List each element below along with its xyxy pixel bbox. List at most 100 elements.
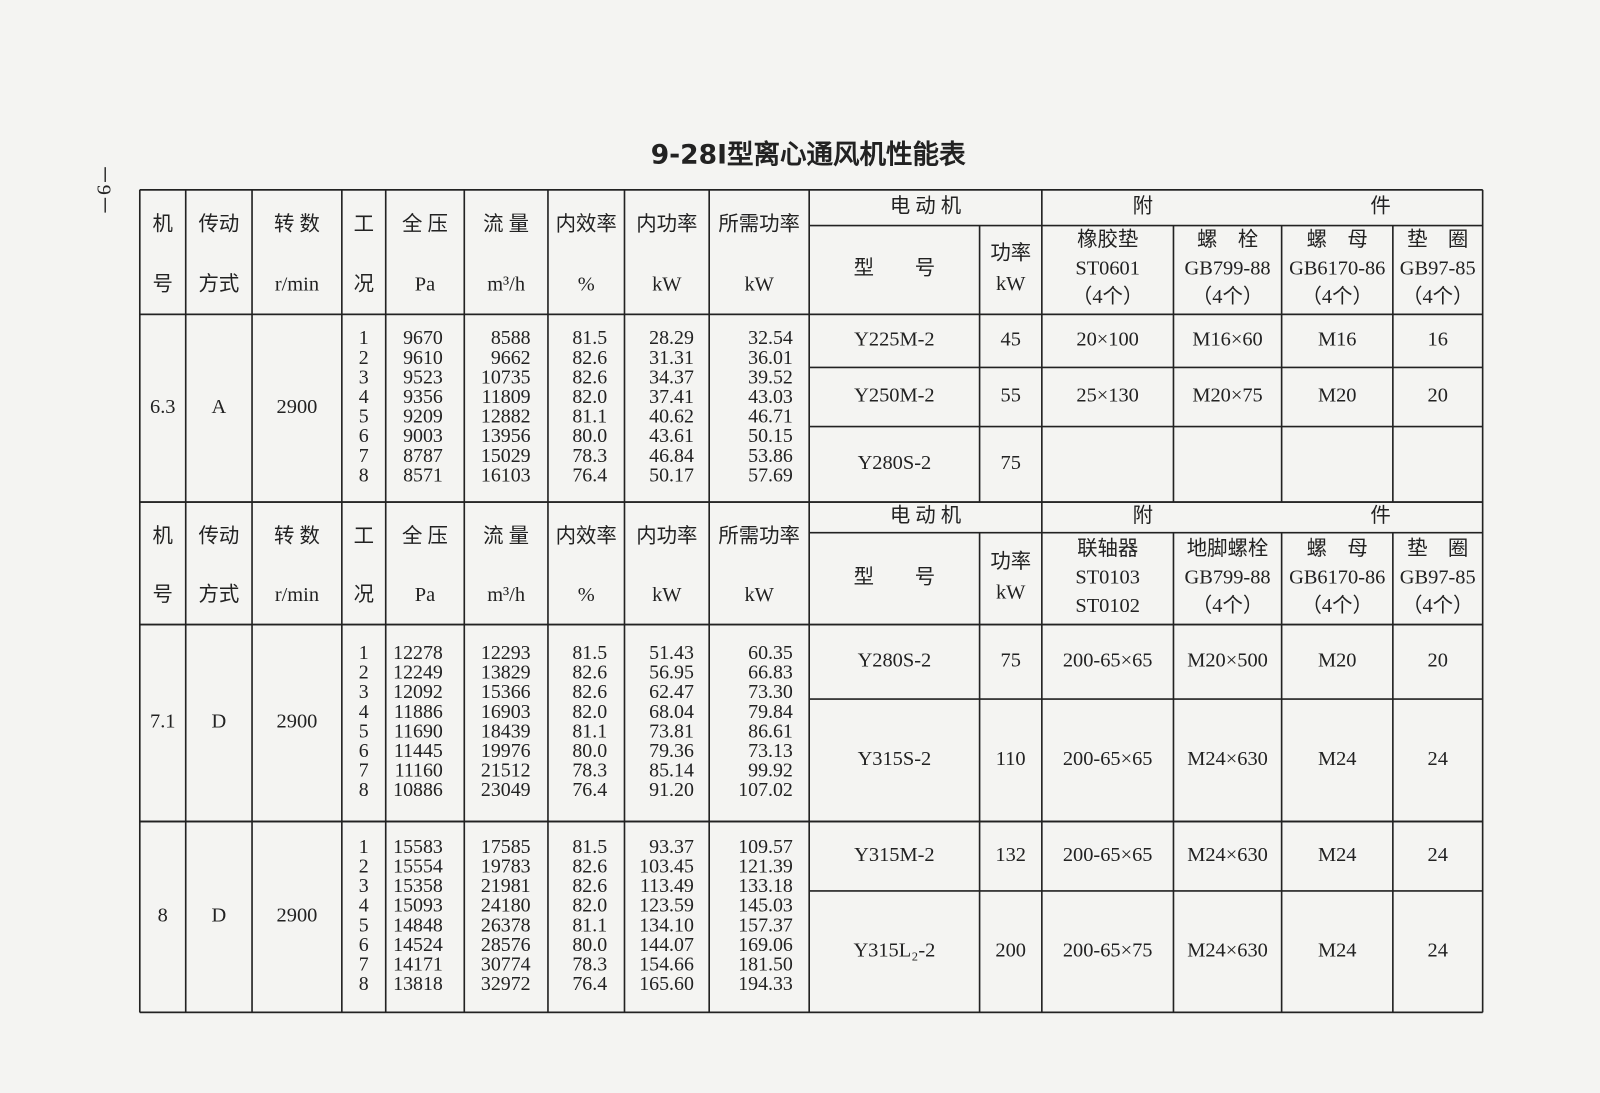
part-header: GB97-85 [1400, 258, 1476, 280]
cell: 80.0 [572, 425, 607, 447]
cell: 79.84 [748, 701, 793, 723]
column-header: 内功率 [636, 524, 697, 547]
condition: 1 [359, 642, 369, 664]
drive-type: D [212, 905, 227, 927]
condition: 3 [359, 366, 369, 388]
cell: 16103 [481, 464, 531, 486]
column-header: 转 数 [274, 524, 320, 547]
part-header: 垫 圈 [1407, 537, 1468, 560]
column-header: 全 压 [402, 524, 448, 547]
cell: 14524 [393, 934, 443, 956]
cell: 81.5 [572, 836, 607, 858]
cell: 16903 [481, 701, 531, 723]
part-header: （4个） [1192, 594, 1263, 617]
cell: 113.49 [640, 875, 694, 897]
part-spec: 200-65×65 [1063, 748, 1153, 770]
motor-header: 电 动 机 [890, 504, 961, 527]
column-unit: 方式 [198, 583, 239, 606]
condition: 3 [359, 875, 369, 897]
condition: 8 [359, 779, 369, 801]
part-spec: M24 [1318, 748, 1357, 770]
motor-model: Y315S-2 [858, 748, 932, 770]
drive-type: D [212, 711, 227, 733]
motor-model-header: 型 号 [854, 257, 936, 280]
column-unit: kW [744, 273, 774, 295]
cell: 15583 [393, 836, 443, 858]
cell: 11886 [394, 701, 443, 723]
part-header: ST0601 [1075, 258, 1140, 280]
part-spec: 200-65×65 [1063, 844, 1153, 866]
cell: 76.4 [572, 464, 607, 486]
part-header: （4个） [1072, 285, 1143, 308]
cell: 17585 [481, 836, 531, 858]
cell: 157.37 [738, 914, 793, 936]
cell: 80.0 [572, 740, 607, 762]
cell: 78.3 [572, 445, 607, 467]
part-header: ST0103 [1075, 566, 1140, 588]
cell: 81.5 [572, 642, 607, 664]
motor-power: 132 [995, 844, 1026, 866]
part-header: GB6170-86 [1289, 566, 1385, 588]
part-header: GB6170-86 [1289, 258, 1385, 280]
part-spec: 25×130 [1076, 385, 1138, 407]
motor-model: Y225M-2 [854, 329, 934, 351]
part-spec: M20×75 [1192, 385, 1262, 407]
condition: 6 [359, 740, 369, 762]
cell: 11809 [482, 386, 531, 408]
cell: 12278 [393, 642, 443, 664]
page-number: －9－ [92, 164, 114, 215]
column-header: 机 [153, 213, 173, 236]
part-spec: 200-65×75 [1063, 939, 1153, 961]
column-header: 内功率 [636, 213, 697, 236]
part-header: （4个） [1192, 285, 1263, 308]
cell: 8571 [403, 464, 443, 486]
column-header: 全 压 [402, 213, 448, 236]
cell: 36.01 [748, 347, 793, 369]
condition: 7 [359, 953, 369, 975]
cell: 37.41 [649, 386, 694, 408]
part-spec: 20×100 [1076, 329, 1138, 351]
motor-power-header: 功率 [990, 550, 1031, 573]
cell: 73.13 [748, 740, 793, 762]
drive-type: A [212, 396, 227, 418]
attachment-header: 附 [1133, 194, 1153, 217]
cell: 103.45 [639, 855, 694, 877]
cell: 40.62 [649, 406, 694, 428]
cell: 13956 [481, 425, 531, 447]
cell: 43.61 [649, 425, 694, 447]
cell: 82.0 [572, 701, 607, 723]
part-header: 橡胶垫 [1077, 228, 1138, 251]
condition: 7 [359, 445, 369, 467]
column-header: 所需功率 [718, 524, 800, 547]
condition: 5 [359, 720, 369, 742]
part-header: （4个） [1402, 594, 1473, 617]
speed: 2900 [277, 396, 318, 418]
cell: 53.86 [748, 445, 793, 467]
cell: 66.83 [748, 662, 793, 684]
cell: 43.03 [748, 386, 793, 408]
cell: 144.07 [639, 934, 694, 956]
cell: 133.18 [738, 875, 793, 897]
cell: 12092 [393, 681, 443, 703]
cell: 15029 [481, 445, 531, 467]
column-unit: 号 [153, 273, 173, 295]
cell: 154.66 [639, 953, 694, 975]
cell: 15554 [393, 855, 443, 877]
machine-number: 8 [158, 905, 168, 927]
column-unit: % [578, 584, 595, 606]
cell: 82.6 [572, 347, 607, 369]
column-header: 转 数 [274, 213, 320, 236]
cell: 34.37 [649, 366, 694, 388]
column-unit: m³/h [487, 584, 525, 606]
cell: 9523 [403, 366, 443, 388]
part-header: ST0102 [1075, 595, 1140, 617]
cell: 79.36 [649, 740, 694, 762]
part-spec: 200-65×65 [1063, 649, 1153, 671]
cell: 32972 [481, 973, 531, 995]
part-spec: M24 [1318, 939, 1357, 961]
cell: 39.52 [748, 366, 793, 388]
cell: 76.4 [572, 779, 607, 801]
cell: 23049 [481, 779, 531, 801]
cell: 9610 [403, 347, 443, 369]
